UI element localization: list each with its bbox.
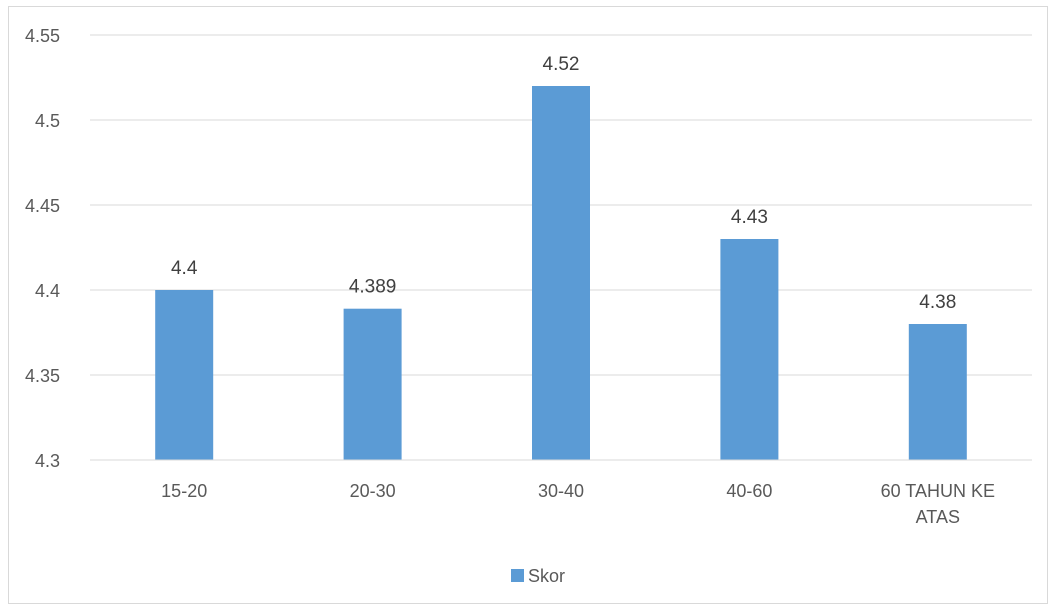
bar [720, 239, 779, 460]
bar [155, 290, 214, 460]
x-axis-ticks: 15-20 20-30 30-40 40-60 60 TAHUN KE ATAS [161, 481, 995, 527]
y-tick-label: 4.35 [25, 366, 60, 386]
data-label: 4.43 [731, 207, 768, 228]
bar [532, 86, 590, 460]
y-tick-label: 4.5 [35, 111, 60, 131]
data-labels: 4.4 4.389 4.52 4.43 4.38 [171, 54, 956, 313]
x-tick-label: 20-30 [350, 481, 396, 501]
legend: Skor [511, 566, 565, 586]
y-tick-label: 4.55 [25, 26, 60, 46]
y-tick-label: 4.4 [35, 281, 60, 301]
legend-swatch-skor [511, 569, 524, 582]
x-tick-label: ATAS [916, 507, 960, 527]
data-label: 4.52 [543, 54, 580, 75]
y-tick-label: 4.45 [25, 196, 60, 216]
data-label: 4.389 [349, 277, 397, 298]
bar [908, 324, 967, 460]
x-tick-label: 60 TAHUN KE [881, 481, 995, 501]
x-tick-label: 40-60 [726, 481, 772, 501]
x-tick-label: 30-40 [538, 481, 584, 501]
bar [343, 308, 402, 460]
data-label: 4.38 [919, 292, 956, 313]
data-label: 4.4 [171, 258, 198, 279]
bars [155, 86, 967, 460]
x-tick-label: 15-20 [161, 481, 207, 501]
y-axis-ticks: 4.3 4.35 4.4 4.45 4.5 4.55 [25, 26, 60, 471]
y-tick-label: 4.3 [35, 451, 60, 471]
legend-label-skor: Skor [528, 566, 565, 586]
